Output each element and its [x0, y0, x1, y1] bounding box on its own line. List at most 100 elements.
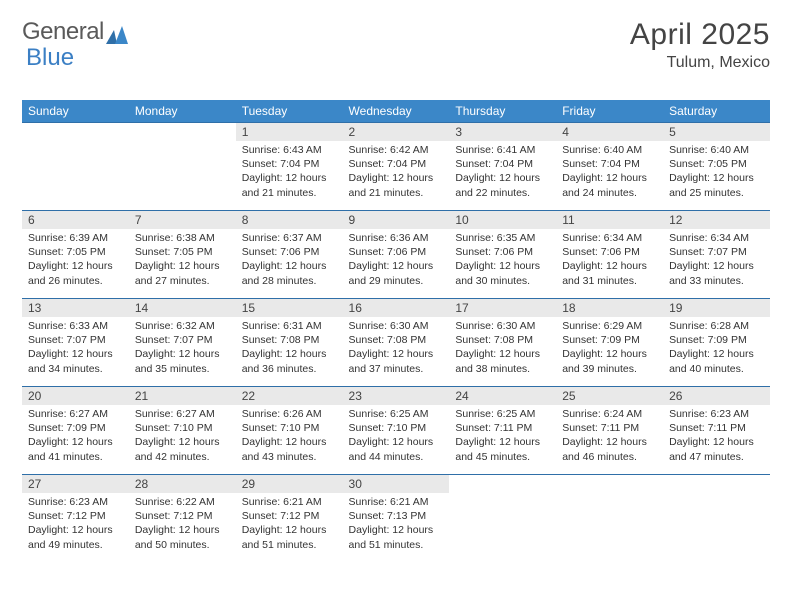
sunrise-line: Sunrise: 6:32 AM	[135, 319, 230, 333]
sunset-line: Sunset: 7:04 PM	[242, 157, 337, 171]
sunset-line: Sunset: 7:11 PM	[455, 421, 550, 435]
day-details: Sunrise: 6:33 AMSunset: 7:07 PMDaylight:…	[22, 317, 129, 380]
calendar-week-row: 6Sunrise: 6:39 AMSunset: 7:05 PMDaylight…	[22, 211, 770, 299]
day-number: 10	[449, 211, 556, 229]
day-details: Sunrise: 6:23 AMSunset: 7:12 PMDaylight:…	[22, 493, 129, 556]
sunrise-line: Sunrise: 6:23 AM	[28, 495, 123, 509]
brand-mark-icon	[106, 23, 128, 41]
sunrise-line: Sunrise: 6:42 AM	[349, 143, 444, 157]
daylight-line: Daylight: 12 hours and 31 minutes.	[562, 259, 657, 287]
day-details: Sunrise: 6:21 AMSunset: 7:12 PMDaylight:…	[236, 493, 343, 556]
day-details: Sunrise: 6:41 AMSunset: 7:04 PMDaylight:…	[449, 141, 556, 204]
day-number: 2	[343, 123, 450, 141]
day-details: Sunrise: 6:31 AMSunset: 7:08 PMDaylight:…	[236, 317, 343, 380]
day-details: Sunrise: 6:34 AMSunset: 7:07 PMDaylight:…	[663, 229, 770, 292]
brand-part-2: Blue	[26, 44, 74, 72]
day-number: 26	[663, 387, 770, 405]
daylight-line: Daylight: 12 hours and 21 minutes.	[242, 171, 337, 199]
day-details: Sunrise: 6:24 AMSunset: 7:11 PMDaylight:…	[556, 405, 663, 468]
sunset-line: Sunset: 7:07 PM	[669, 245, 764, 259]
sunset-line: Sunset: 7:05 PM	[669, 157, 764, 171]
sunrise-line: Sunrise: 6:33 AM	[28, 319, 123, 333]
weekday-header: Monday	[129, 100, 236, 123]
daylight-line: Daylight: 12 hours and 26 minutes.	[28, 259, 123, 287]
calendar-cell: 29Sunrise: 6:21 AMSunset: 7:12 PMDayligh…	[236, 475, 343, 563]
sunrise-line: Sunrise: 6:28 AM	[669, 319, 764, 333]
day-details: Sunrise: 6:37 AMSunset: 7:06 PMDaylight:…	[236, 229, 343, 292]
day-number: 27	[22, 475, 129, 493]
calendar-week-row: 20Sunrise: 6:27 AMSunset: 7:09 PMDayligh…	[22, 387, 770, 475]
calendar-cell: 28Sunrise: 6:22 AMSunset: 7:12 PMDayligh…	[129, 475, 236, 563]
daylight-line: Daylight: 12 hours and 27 minutes.	[135, 259, 230, 287]
day-number: 8	[236, 211, 343, 229]
daylight-line: Daylight: 12 hours and 45 minutes.	[455, 435, 550, 463]
daylight-line: Daylight: 12 hours and 24 minutes.	[562, 171, 657, 199]
weekday-header-row: Sunday Monday Tuesday Wednesday Thursday…	[22, 100, 770, 123]
sunset-line: Sunset: 7:08 PM	[455, 333, 550, 347]
daylight-line: Daylight: 12 hours and 36 minutes.	[242, 347, 337, 375]
sunset-line: Sunset: 7:06 PM	[242, 245, 337, 259]
calendar-cell: 24Sunrise: 6:25 AMSunset: 7:11 PMDayligh…	[449, 387, 556, 475]
day-number: 7	[129, 211, 236, 229]
calendar-week-row: 27Sunrise: 6:23 AMSunset: 7:12 PMDayligh…	[22, 475, 770, 563]
calendar-cell: 8Sunrise: 6:37 AMSunset: 7:06 PMDaylight…	[236, 211, 343, 299]
sunset-line: Sunset: 7:10 PM	[135, 421, 230, 435]
day-number: 15	[236, 299, 343, 317]
daylight-line: Daylight: 12 hours and 47 minutes.	[669, 435, 764, 463]
day-number: 30	[343, 475, 450, 493]
day-details: Sunrise: 6:23 AMSunset: 7:11 PMDaylight:…	[663, 405, 770, 468]
title-block: April 2025 Tulum, Mexico	[630, 18, 770, 72]
calendar-cell: 2Sunrise: 6:42 AMSunset: 7:04 PMDaylight…	[343, 123, 450, 211]
sunrise-line: Sunrise: 6:27 AM	[28, 407, 123, 421]
day-number: 19	[663, 299, 770, 317]
sunrise-line: Sunrise: 6:36 AM	[349, 231, 444, 245]
sunrise-line: Sunrise: 6:26 AM	[242, 407, 337, 421]
calendar-cell: ..	[663, 475, 770, 563]
sunrise-line: Sunrise: 6:43 AM	[242, 143, 337, 157]
daylight-line: Daylight: 12 hours and 49 minutes.	[28, 523, 123, 551]
calendar-cell: 16Sunrise: 6:30 AMSunset: 7:08 PMDayligh…	[343, 299, 450, 387]
daylight-line: Daylight: 12 hours and 40 minutes.	[669, 347, 764, 375]
day-number: 21	[129, 387, 236, 405]
sunrise-line: Sunrise: 6:22 AM	[135, 495, 230, 509]
calendar-cell: ..	[449, 475, 556, 563]
brand-part-1: General	[22, 18, 104, 46]
day-details: Sunrise: 6:40 AMSunset: 7:04 PMDaylight:…	[556, 141, 663, 204]
calendar-cell: 18Sunrise: 6:29 AMSunset: 7:09 PMDayligh…	[556, 299, 663, 387]
calendar-cell: 9Sunrise: 6:36 AMSunset: 7:06 PMDaylight…	[343, 211, 450, 299]
sunrise-line: Sunrise: 6:30 AM	[455, 319, 550, 333]
day-number: 12	[663, 211, 770, 229]
calendar-cell: 4Sunrise: 6:40 AMSunset: 7:04 PMDaylight…	[556, 123, 663, 211]
calendar-cell: 6Sunrise: 6:39 AMSunset: 7:05 PMDaylight…	[22, 211, 129, 299]
calendar-cell: ..	[129, 123, 236, 211]
weekday-header: Thursday	[449, 100, 556, 123]
day-details: Sunrise: 6:22 AMSunset: 7:12 PMDaylight:…	[129, 493, 236, 556]
day-details: Sunrise: 6:27 AMSunset: 7:10 PMDaylight:…	[129, 405, 236, 468]
day-number: 4	[556, 123, 663, 141]
sunset-line: Sunset: 7:05 PM	[28, 245, 123, 259]
daylight-line: Daylight: 12 hours and 34 minutes.	[28, 347, 123, 375]
day-details: Sunrise: 6:40 AMSunset: 7:05 PMDaylight:…	[663, 141, 770, 204]
day-details: Sunrise: 6:25 AMSunset: 7:10 PMDaylight:…	[343, 405, 450, 468]
sunset-line: Sunset: 7:12 PM	[28, 509, 123, 523]
sunrise-line: Sunrise: 6:21 AM	[242, 495, 337, 509]
daylight-line: Daylight: 12 hours and 33 minutes.	[669, 259, 764, 287]
day-number: 24	[449, 387, 556, 405]
daylight-line: Daylight: 12 hours and 51 minutes.	[242, 523, 337, 551]
calendar-cell: 3Sunrise: 6:41 AMSunset: 7:04 PMDaylight…	[449, 123, 556, 211]
calendar-cell: 30Sunrise: 6:21 AMSunset: 7:13 PMDayligh…	[343, 475, 450, 563]
daylight-line: Daylight: 12 hours and 28 minutes.	[242, 259, 337, 287]
day-details: Sunrise: 6:39 AMSunset: 7:05 PMDaylight:…	[22, 229, 129, 292]
sunrise-line: Sunrise: 6:34 AM	[669, 231, 764, 245]
calendar-cell: 26Sunrise: 6:23 AMSunset: 7:11 PMDayligh…	[663, 387, 770, 475]
day-details: Sunrise: 6:28 AMSunset: 7:09 PMDaylight:…	[663, 317, 770, 380]
month-title: April 2025	[630, 18, 770, 52]
calendar-cell: 25Sunrise: 6:24 AMSunset: 7:11 PMDayligh…	[556, 387, 663, 475]
calendar-cell: 13Sunrise: 6:33 AMSunset: 7:07 PMDayligh…	[22, 299, 129, 387]
sunset-line: Sunset: 7:08 PM	[349, 333, 444, 347]
day-number: 25	[556, 387, 663, 405]
calendar-cell: 19Sunrise: 6:28 AMSunset: 7:09 PMDayligh…	[663, 299, 770, 387]
sunset-line: Sunset: 7:10 PM	[242, 421, 337, 435]
daylight-line: Daylight: 12 hours and 43 minutes.	[242, 435, 337, 463]
day-number: 28	[129, 475, 236, 493]
